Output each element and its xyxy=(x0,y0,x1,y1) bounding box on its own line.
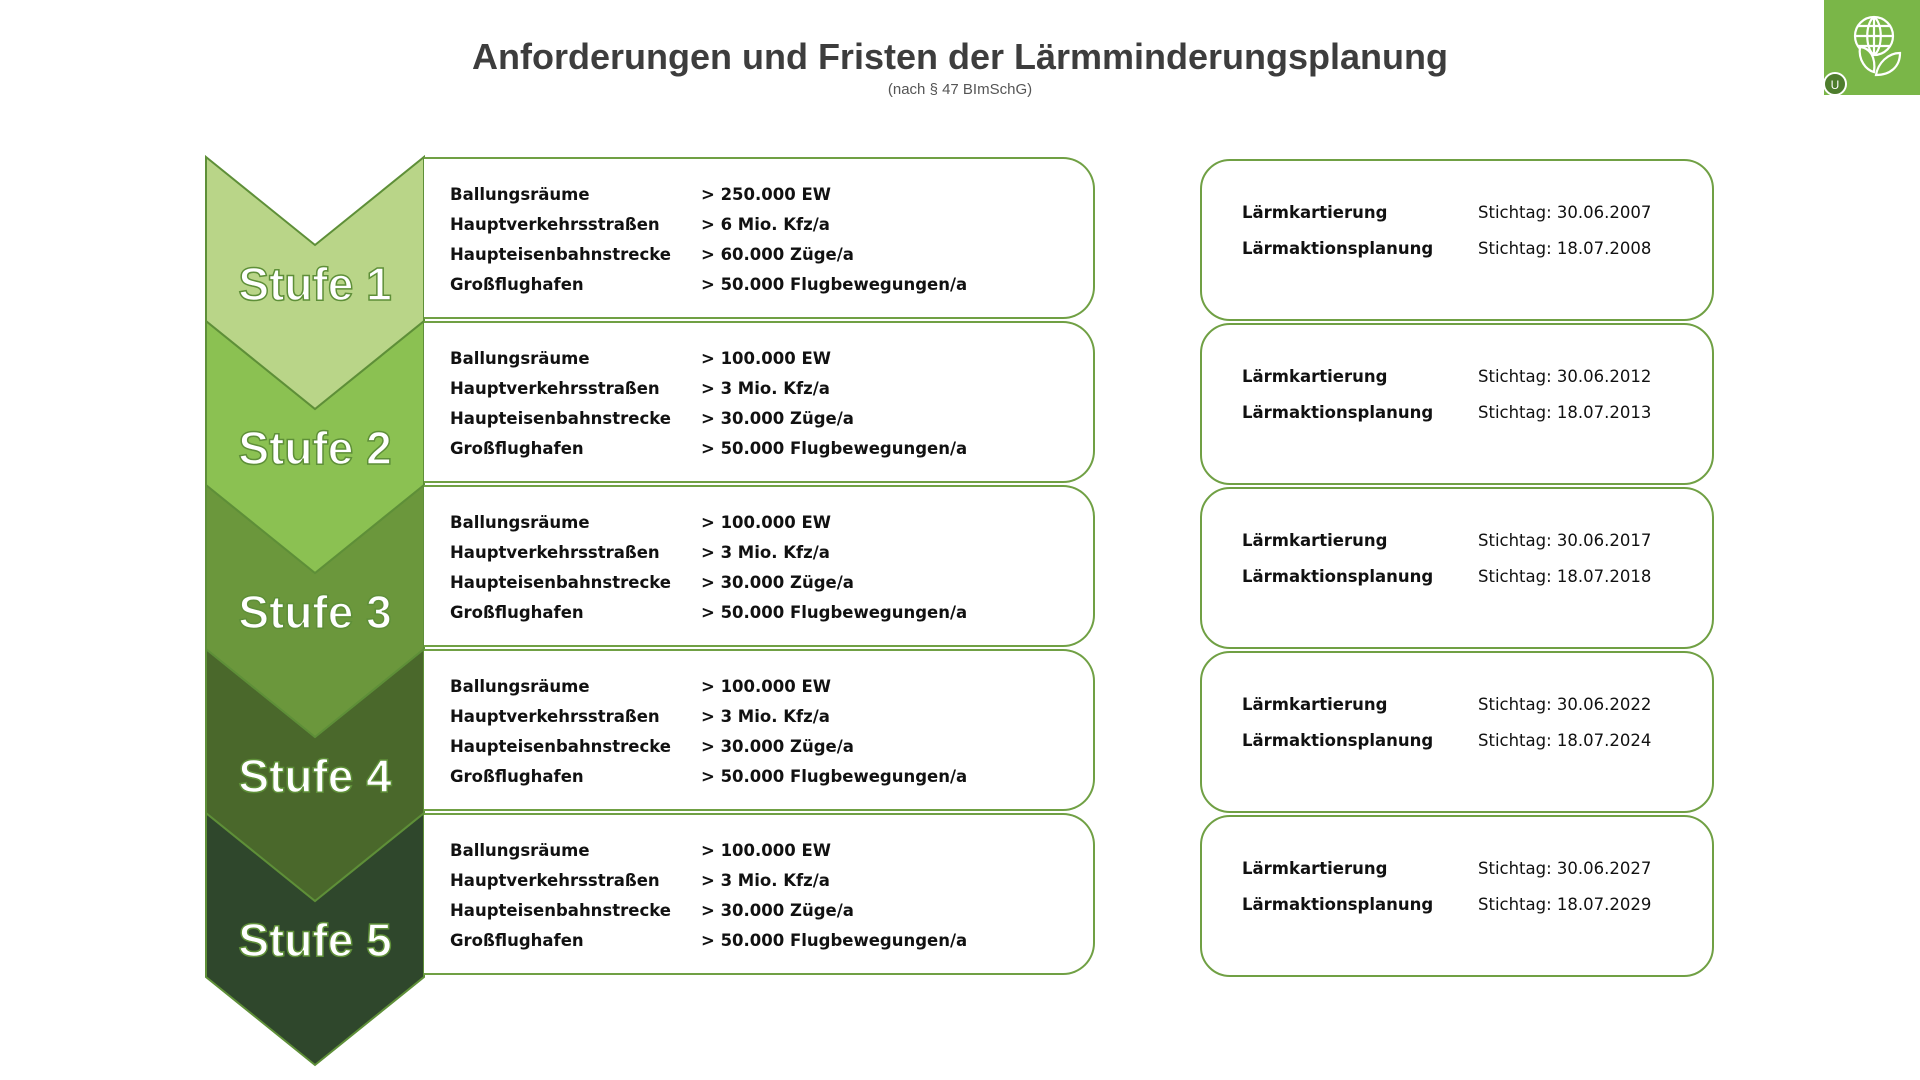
criteria-threshold: > 3 Mio. Kfz/a xyxy=(701,707,830,726)
criteria-name: Ballungsräume xyxy=(450,185,590,204)
criteria-threshold: > 50.000 Flugbewegungen/a xyxy=(701,767,968,786)
criteria-threshold: > 250.000 EW xyxy=(701,185,831,204)
criteria-name: Haupteisenbahnstrecke xyxy=(450,901,671,920)
criteria-name: Großflughafen xyxy=(450,767,584,786)
criteria-threshold: > 50.000 Flugbewegungen/a xyxy=(701,439,968,458)
criteria-threshold: > 6 Mio. Kfz/a xyxy=(701,215,830,234)
deadline-date: Stichtag: 18.07.2024 xyxy=(1478,731,1652,750)
deadline-name: Lärmkartierung xyxy=(1242,695,1388,714)
criteria-name: Großflughafen xyxy=(450,931,584,950)
criteria-name: Haupteisenbahnstrecke xyxy=(450,409,671,428)
criteria-threshold: > 30.000 Züge/a xyxy=(701,573,854,592)
criteria-name: Großflughafen xyxy=(450,275,584,294)
criteria-name: Haupteisenbahnstrecke xyxy=(450,573,671,592)
deadline-box: Lärmkartierung Stichtag: 30.06.2012 Lärmak… xyxy=(1200,323,1714,485)
deadline-date: Stichtag: 30.06.2007 xyxy=(1478,203,1652,222)
criteria-threshold: > 3 Mio. Kfz/a xyxy=(701,379,830,398)
criteria-threshold: > 50.000 Flugbewegungen/a xyxy=(701,603,968,622)
criteria-name: Haupteisenbahnstrecke xyxy=(450,245,671,264)
deadline-name: Lärmaktionsplanung xyxy=(1242,239,1434,258)
deadline-box: Lärmkartierung Stichtag: 30.06.2007 Lärmak… xyxy=(1200,159,1714,321)
deadline-date: Stichtag: 30.06.2017 xyxy=(1478,531,1652,550)
criteria-name: Ballungsräume xyxy=(450,513,590,532)
criteria-threshold: > 100.000 EW xyxy=(701,349,831,368)
criteria-box: Ballungsräume > 100.000 EW Hauptverkehrsst… xyxy=(424,813,1095,975)
deadline-name: Lärmkartierung xyxy=(1242,367,1388,386)
criteria-threshold: > 100.000 EW xyxy=(701,513,831,532)
criteria-name: Hauptverkehrsstraßen xyxy=(450,871,660,890)
stage-label: Stufe 2 xyxy=(238,422,391,474)
stage-label: Stufe 4 xyxy=(238,750,392,802)
criteria-name: Hauptverkehrsstraßen xyxy=(450,379,660,398)
deadline-name: Lärmaktionsplanung xyxy=(1242,403,1434,422)
globe-leaves-icon: U xyxy=(1823,15,1902,96)
deadline-date: Stichtag: 30.06.2027 xyxy=(1478,859,1652,878)
deadline-name: Lärmaktionsplanung xyxy=(1242,731,1434,750)
page-subtitle: (nach § 47 BImSchG) xyxy=(887,81,1033,98)
criteria-threshold: > 100.000 EW xyxy=(701,841,831,860)
deadline-date: Stichtag: 30.06.2012 xyxy=(1478,367,1652,386)
stage-label: Stufe 3 xyxy=(238,586,391,638)
criteria-threshold: > 100.000 EW xyxy=(701,677,831,696)
criteria-threshold: > 3 Mio. Kfz/a xyxy=(701,871,830,890)
logo: U xyxy=(1823,0,1920,96)
criteria-name: Großflughafen xyxy=(450,603,584,622)
deadline-box: Lärmkartierung Stichtag: 30.06.2027 Lärmak… xyxy=(1200,815,1714,977)
criteria-threshold: > 30.000 Züge/a xyxy=(701,737,854,756)
criteria-box: Ballungsräume > 100.000 EW Hauptverkehrsst… xyxy=(424,321,1095,483)
criteria-box: Ballungsräume > 250.000 EW Hauptverkehrsst… xyxy=(424,157,1095,319)
logo-badge-text: U xyxy=(1831,78,1840,92)
criteria-threshold: > 60.000 Züge/a xyxy=(701,245,854,264)
deadline-date: Stichtag: 18.07.2013 xyxy=(1478,403,1652,422)
criteria-name: Hauptverkehrsstraßen xyxy=(450,707,660,726)
deadline-name: Lärmaktionsplanung xyxy=(1242,895,1434,914)
criteria-box: Ballungsräume > 100.000 EW Hauptverkehrsst… xyxy=(424,649,1095,811)
page-title: Anforderungen und Fristen der Lärmminder… xyxy=(471,36,1449,77)
deadline-date: Stichtag: 18.07.2029 xyxy=(1478,895,1652,914)
deadline-box: Lärmkartierung Stichtag: 30.06.2017 Lärmak… xyxy=(1200,487,1714,649)
deadline-name: Lärmkartierung xyxy=(1242,203,1388,222)
criteria-threshold: > 50.000 Flugbewegungen/a xyxy=(701,275,968,294)
criteria-name: Hauptverkehrsstraßen xyxy=(450,543,660,562)
criteria-name: Ballungsräume xyxy=(450,349,590,368)
deadline-name: Lärmkartierung xyxy=(1242,531,1388,550)
deadline-date: Stichtag: 18.07.2008 xyxy=(1478,239,1652,258)
criteria-threshold: > 30.000 Züge/a xyxy=(701,409,854,428)
criteria-threshold: > 3 Mio. Kfz/a xyxy=(701,543,830,562)
criteria-box: Ballungsräume > 100.000 EW Hauptverkehrsst… xyxy=(424,485,1095,647)
deadline-date: Stichtag: 18.07.2018 xyxy=(1478,567,1652,586)
criteria-threshold: > 50.000 Flugbewegungen/a xyxy=(701,931,968,950)
criteria-name: Großflughafen xyxy=(450,439,584,458)
stage-label: Stufe 5 xyxy=(238,914,391,966)
criteria-threshold: > 30.000 Züge/a xyxy=(701,901,854,920)
deadline-name: Lärmaktionsplanung xyxy=(1242,567,1434,586)
stage-label: Stufe 1 xyxy=(238,258,391,310)
deadline-date: Stichtag: 30.06.2022 xyxy=(1478,695,1652,714)
criteria-name: Ballungsräume xyxy=(450,841,590,860)
deadline-name: Lärmkartierung xyxy=(1242,859,1388,878)
criteria-name: Haupteisenbahnstrecke xyxy=(450,737,671,756)
criteria-name: Ballungsräume xyxy=(450,677,590,696)
criteria-name: Hauptverkehrsstraßen xyxy=(450,215,660,234)
deadline-box: Lärmkartierung Stichtag: 30.06.2022 Lärmak… xyxy=(1200,651,1714,813)
